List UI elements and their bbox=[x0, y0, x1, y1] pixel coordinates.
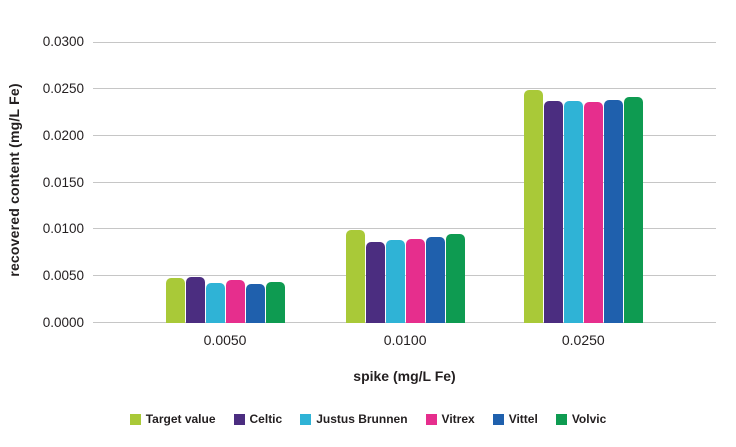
legend-label: Vittel bbox=[508, 412, 538, 426]
bar-celtic-0.0250 bbox=[543, 101, 563, 323]
bar-vittel-0.0050 bbox=[245, 284, 265, 323]
bar-vitrex-0.0250 bbox=[583, 102, 603, 323]
legend-swatch-icon bbox=[425, 413, 437, 425]
gridline-0.0200 bbox=[93, 134, 716, 136]
bar-vitrex-0.0100 bbox=[405, 239, 425, 323]
y-tick-label: 0.0200 bbox=[42, 127, 84, 143]
legend-item-justus-brunnen: Justus Brunnen bbox=[300, 412, 408, 426]
gridline-0.0300 bbox=[93, 42, 716, 43]
bar-group-0.0050 bbox=[165, 277, 285, 323]
legend-label: Vitrex bbox=[441, 412, 475, 426]
legend-label: Celtic bbox=[249, 412, 283, 426]
legend-swatch-icon bbox=[492, 413, 504, 425]
x-tick-label: 0.0100 bbox=[383, 332, 427, 348]
plot-area bbox=[93, 42, 716, 323]
legend-label: Volvic bbox=[571, 412, 607, 426]
legend-label: Target value bbox=[145, 412, 216, 426]
bar-target-value-0.0250 bbox=[523, 90, 543, 323]
bar-volvic-0.0050 bbox=[265, 282, 285, 323]
bar-target-value-0.0100 bbox=[345, 230, 365, 323]
gridline-0.0100 bbox=[93, 228, 716, 230]
bar-vittel-0.0100 bbox=[425, 237, 445, 323]
gridline-0.0250 bbox=[93, 87, 716, 89]
legend-swatch-icon bbox=[233, 413, 245, 425]
bar-volvic-0.0250 bbox=[623, 97, 643, 323]
legend-label: Justus Brunnen bbox=[316, 412, 408, 426]
bar-justus-brunnen-0.0100 bbox=[385, 240, 405, 323]
legend-item-target-value: Target value bbox=[129, 412, 216, 426]
y-tick-label: 0.0300 bbox=[42, 34, 84, 49]
y-tick-label: 0.0100 bbox=[42, 221, 84, 237]
y-tick-label: 0.0150 bbox=[42, 174, 84, 190]
legend-item-vitrex: Vitrex bbox=[425, 412, 475, 426]
bar-volvic-0.0100 bbox=[445, 234, 465, 323]
bar-celtic-0.0050 bbox=[185, 277, 205, 323]
bar-target-value-0.0050 bbox=[165, 278, 185, 323]
x-axis-title: spike (mg/L Fe) bbox=[353, 368, 456, 384]
bar-group-0.0250 bbox=[523, 90, 643, 323]
legend-swatch-icon bbox=[129, 413, 141, 425]
legend-swatch-icon bbox=[300, 413, 312, 425]
bar-justus-brunnen-0.0050 bbox=[205, 283, 225, 323]
x-tick-label: 0.0250 bbox=[561, 332, 605, 348]
x-tick-label: 0.0050 bbox=[203, 332, 247, 348]
bar-vitrex-0.0050 bbox=[225, 280, 245, 323]
legend-item-vittel: Vittel bbox=[492, 412, 538, 426]
legend-item-celtic: Celtic bbox=[233, 412, 283, 426]
bar-vittel-0.0250 bbox=[603, 100, 623, 323]
y-tick-label: 0.0000 bbox=[42, 315, 84, 330]
bar-justus-brunnen-0.0250 bbox=[563, 101, 583, 323]
gridline-0.0150 bbox=[93, 181, 716, 183]
y-tick-label: 0.0250 bbox=[42, 80, 84, 96]
legend-swatch-icon bbox=[555, 413, 567, 425]
y-tick-label: 0.0050 bbox=[42, 268, 84, 284]
bar-group-0.0100 bbox=[345, 230, 465, 323]
legend-item-volvic: Volvic bbox=[555, 412, 607, 426]
legend: Target value Celtic Justus Brunnen Vitrex Vi… bbox=[0, 412, 736, 426]
bar-celtic-0.0100 bbox=[365, 242, 385, 323]
